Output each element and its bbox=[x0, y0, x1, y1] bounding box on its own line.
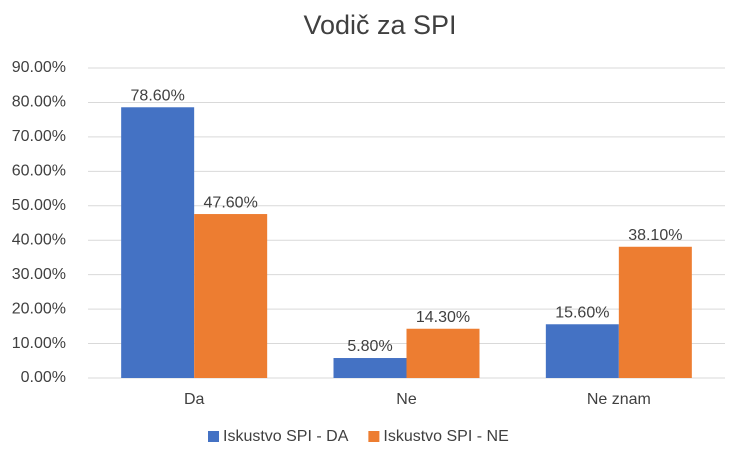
x-tick-label: Ne znam bbox=[587, 391, 651, 408]
data-label: 78.60% bbox=[131, 87, 185, 104]
data-label: 47.60% bbox=[204, 194, 258, 211]
legend-swatch bbox=[208, 431, 219, 442]
bar bbox=[545, 324, 619, 378]
x-tick-label: Da bbox=[184, 391, 205, 408]
data-label: 14.30% bbox=[416, 309, 470, 326]
bar bbox=[194, 214, 268, 378]
data-label: 15.60% bbox=[555, 304, 609, 321]
y-tick-label: 50.00% bbox=[12, 197, 66, 214]
bar bbox=[618, 246, 692, 378]
x-tick-label: Ne bbox=[396, 391, 417, 408]
data-label: 38.10% bbox=[628, 227, 682, 244]
data-label: 5.80% bbox=[347, 338, 392, 355]
legend-label: Iskustvo SPI - DA bbox=[223, 428, 349, 445]
y-tick-label: 60.00% bbox=[12, 163, 66, 180]
bar bbox=[121, 107, 195, 379]
bar bbox=[406, 328, 480, 378]
y-tick-label: 90.00% bbox=[12, 59, 66, 76]
y-tick-label: 0.00% bbox=[21, 369, 66, 386]
bar bbox=[333, 358, 407, 378]
y-tick-label: 10.00% bbox=[12, 335, 66, 352]
legend-label: Iskustvo SPI - NE bbox=[383, 428, 508, 445]
y-tick-label: 70.00% bbox=[12, 128, 66, 145]
y-tick-label: 80.00% bbox=[12, 94, 66, 111]
chart-title: Vodič za SPI bbox=[303, 10, 456, 40]
y-tick-label: 40.00% bbox=[12, 231, 66, 248]
legend-swatch bbox=[368, 431, 380, 442]
y-tick-label: 20.00% bbox=[12, 300, 66, 317]
y-tick-label: 30.00% bbox=[12, 266, 66, 283]
